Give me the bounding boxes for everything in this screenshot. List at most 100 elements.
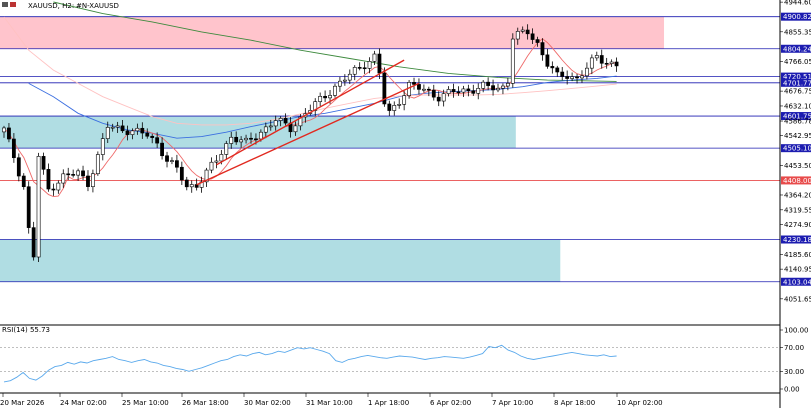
level-tag-label: 4408.00 — [783, 177, 811, 185]
bear-candle — [254, 138, 258, 141]
price-tick-label: 4766.05 — [784, 58, 811, 66]
bear-candle — [283, 118, 288, 124]
bull-candle — [318, 95, 323, 102]
bull-candle — [392, 105, 397, 111]
bull-candle — [510, 38, 515, 84]
price-tick-label: 4944.60 — [784, 0, 811, 7]
ma-green-line — [53, 1, 617, 82]
bull-candle — [441, 93, 446, 102]
price-tick-label: 4453.50 — [784, 162, 811, 170]
bull-candle — [76, 170, 81, 176]
symbol-text: XAUUSD, H2: — [28, 2, 74, 10]
level-tag — [781, 277, 811, 286]
time-tick-label: 25 Mar 10:00 — [122, 399, 169, 407]
bear-candle — [431, 89, 436, 98]
bear-candle — [165, 155, 169, 162]
bear-candle — [530, 33, 535, 40]
bear-candle — [155, 137, 160, 144]
bull-candle — [347, 73, 352, 81]
bear-candle — [599, 55, 604, 64]
bull-candle — [244, 137, 248, 141]
bull-candle — [293, 125, 298, 133]
level-tag-label: 4505.10 — [783, 145, 811, 153]
bull-candle — [481, 81, 486, 89]
time-tick-label: 8 Apr 18:00 — [554, 399, 595, 407]
bear-candle — [86, 175, 90, 187]
rsi-tick-label: 0.00 — [784, 386, 800, 394]
bear-candle — [550, 66, 555, 69]
bull-candle — [372, 53, 377, 62]
price-tick-label: 4274.90 — [784, 221, 811, 229]
bear-candle — [184, 179, 189, 188]
time-axis: 20 Mar 2026 24 Mar 02:00 25 Mar 10:00 26 Ma… — [0, 393, 663, 407]
bear-candle — [525, 29, 530, 35]
bear-candle — [540, 42, 545, 56]
channel-layer — [196, 59, 420, 186]
bull-candle — [263, 126, 268, 133]
bear-candle — [249, 137, 253, 140]
bull-candle — [501, 85, 505, 89]
level-tag-label: 4103.04 — [783, 278, 811, 286]
bear-candle — [21, 175, 26, 188]
bear-candle — [471, 90, 476, 94]
bull-candle — [2, 127, 6, 133]
candles-layer — [2, 24, 619, 262]
bear-candle — [145, 132, 150, 137]
time-tick-label: 7 Apr 10:00 — [492, 399, 533, 407]
rsi-tick-label: 100.00 — [784, 327, 809, 335]
bear-candle — [46, 169, 51, 190]
level-tag-label: 4230.18 — [783, 236, 811, 244]
time-tick-label: 1 Apr 18:00 — [368, 399, 409, 407]
bull-candle — [570, 76, 575, 79]
price-tick-label: 4855.35 — [784, 28, 811, 36]
bear-candle — [160, 142, 164, 157]
channel-lower-line — [196, 82, 420, 186]
bull-candle — [402, 95, 407, 105]
bull-candle — [367, 61, 372, 69]
bull-candle — [36, 156, 41, 258]
bear-candle — [31, 227, 36, 258]
bull-candle — [328, 95, 332, 99]
bull-candle — [61, 173, 66, 184]
bull-candle — [204, 169, 209, 183]
price-tick-label: 4542.95 — [784, 132, 811, 140]
bull-candle — [273, 120, 278, 127]
bull-candle — [338, 80, 342, 87]
bull-candle — [95, 154, 100, 175]
level-tag-label: 4720.51 — [783, 73, 811, 81]
bull-candle — [229, 136, 234, 144]
bull-candle — [258, 131, 263, 140]
bear-candle — [51, 188, 56, 191]
bull-candle — [589, 57, 594, 69]
menu-icon[interactable] — [2, 2, 8, 7]
bear-candle — [11, 138, 16, 159]
support-zone — [0, 116, 516, 149]
time-tick-label: 10 Apr 02:00 — [617, 399, 663, 407]
bear-candle — [456, 91, 461, 94]
level-tag — [781, 72, 811, 81]
price-tick-label: 4185.60 — [784, 251, 811, 259]
bear-candle — [234, 136, 239, 143]
resistance-zone — [0, 16, 665, 49]
bull-candle — [268, 125, 273, 128]
symbol-description: #N-XAUUSD — [76, 2, 119, 10]
level-tag — [781, 44, 811, 53]
channel-upper-line — [216, 59, 405, 166]
bull-candle — [110, 126, 115, 129]
bull-candle — [170, 160, 174, 162]
bull-candle — [135, 127, 140, 132]
bull-candle — [115, 125, 120, 128]
time-tick-label: 26 Mar 18:00 — [182, 399, 229, 407]
level-tag — [781, 176, 811, 185]
bull-candle — [609, 61, 614, 64]
bear-candle — [323, 95, 328, 99]
bear-candle — [66, 173, 71, 176]
level-tag-label: 4701.77 — [783, 79, 811, 87]
bear-candle — [604, 62, 609, 65]
level-tag-label: 4900.82 — [783, 13, 811, 21]
support-zone — [0, 239, 561, 282]
bear-candle — [575, 76, 579, 79]
level-tag-label: 4804.24 — [783, 45, 811, 53]
bear-candle — [565, 76, 570, 79]
time-tick-label: 31 Mar 10:00 — [306, 399, 353, 407]
